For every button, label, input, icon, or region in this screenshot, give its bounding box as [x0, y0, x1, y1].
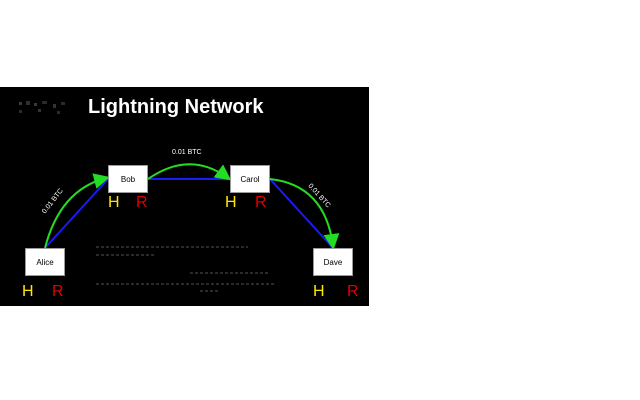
node-bob: Bob — [108, 165, 148, 193]
node-label: Alice — [36, 257, 54, 267]
preimage-mark-bob: R — [136, 194, 148, 211]
hash-mark-alice: H — [22, 283, 34, 300]
node-dave: Dave — [313, 248, 353, 276]
faint-text-line — [96, 283, 276, 285]
hash-mark-dave: H — [313, 283, 325, 300]
hash-mark-bob: H — [108, 194, 120, 211]
preimage-mark-carol: R — [255, 194, 267, 211]
faint-text-line — [200, 290, 220, 292]
faint-text-line — [96, 246, 248, 248]
node-carol: Carol — [230, 165, 270, 193]
preimage-mark-dave: R — [347, 283, 359, 300]
node-alice: Alice — [25, 248, 65, 276]
logo-icon — [19, 101, 65, 114]
faint-text-line — [190, 272, 270, 274]
node-label: Dave — [323, 257, 343, 267]
slide-title: Lightning Network — [88, 96, 264, 118]
faint-text-line — [96, 254, 156, 256]
node-label: Bob — [120, 174, 136, 184]
hash-mark-carol: H — [225, 194, 237, 211]
preimage-mark-alice: R — [52, 283, 64, 300]
node-label: Carol — [240, 174, 260, 184]
